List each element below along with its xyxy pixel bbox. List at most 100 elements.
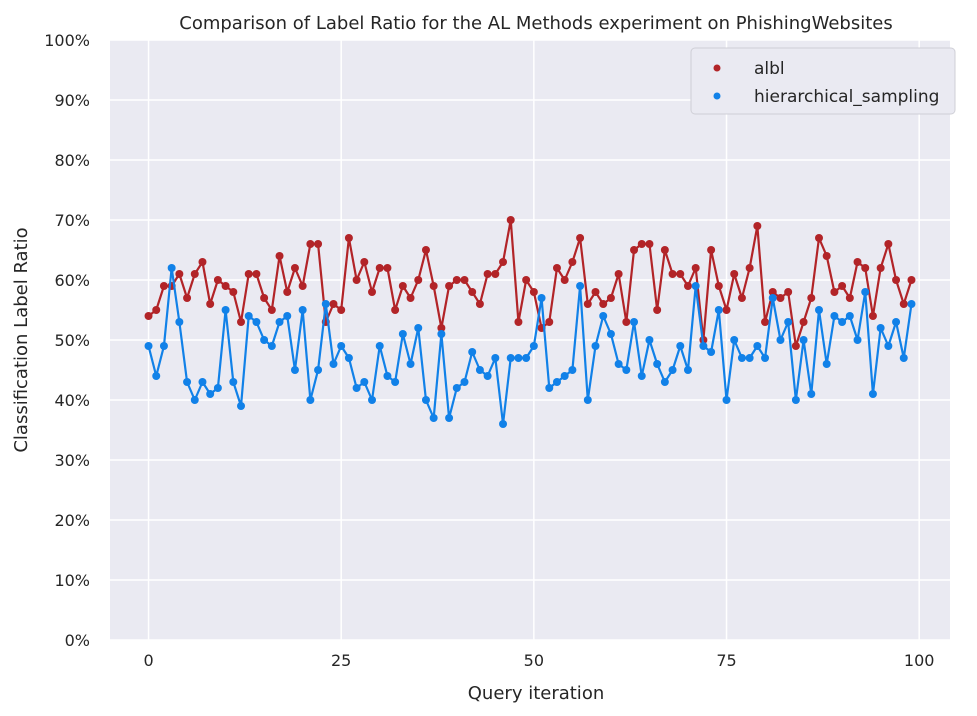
point-albl <box>460 276 469 284</box>
point-hierarchical-sampling <box>290 366 299 374</box>
point-albl <box>152 306 161 314</box>
point-albl <box>344 234 353 242</box>
point-hierarchical-sampling <box>368 396 377 404</box>
point-hierarchical-sampling <box>791 396 800 404</box>
point-hierarchical-sampling <box>637 372 646 380</box>
point-albl <box>406 294 415 302</box>
point-albl <box>491 270 500 278</box>
point-hierarchical-sampling <box>614 360 623 368</box>
point-albl <box>560 276 569 284</box>
point-hierarchical-sampling <box>337 342 346 350</box>
point-albl <box>668 270 677 278</box>
point-albl <box>244 270 253 278</box>
legend-marker-hierarchical-sampling <box>713 92 721 100</box>
point-albl <box>360 258 369 266</box>
point-albl <box>368 288 377 296</box>
y-tick-label: 30% <box>54 451 90 470</box>
point-hierarchical-sampling <box>475 366 484 374</box>
point-albl <box>221 282 230 290</box>
point-albl <box>213 276 222 284</box>
point-albl <box>761 318 770 326</box>
point-albl <box>375 264 384 272</box>
legend-label-hierarchical-sampling: hierarchical_sampling <box>754 87 939 107</box>
point-albl <box>483 270 492 278</box>
point-hierarchical-sampling <box>838 318 847 326</box>
series-line-hierarchical-sampling <box>147 266 913 426</box>
point-hierarchical-sampling <box>699 342 708 350</box>
point-albl <box>653 306 662 314</box>
point-albl <box>314 240 323 248</box>
point-hierarchical-sampling <box>244 312 253 320</box>
point-hierarchical-sampling <box>183 378 192 386</box>
point-hierarchical-sampling <box>499 420 508 428</box>
point-hierarchical-sampling <box>421 396 430 404</box>
point-hierarchical-sampling <box>861 288 870 296</box>
point-hierarchical-sampling <box>252 318 261 326</box>
point-albl <box>722 306 731 314</box>
point-albl <box>776 294 785 302</box>
grid-lines <box>110 39 950 641</box>
point-hierarchical-sampling <box>745 354 754 362</box>
point-albl <box>337 306 346 314</box>
point-hierarchical-sampling <box>776 336 785 344</box>
point-hierarchical-sampling <box>814 306 823 314</box>
point-albl <box>691 264 700 272</box>
point-albl <box>868 312 877 320</box>
point-hierarchical-sampling <box>668 366 677 374</box>
point-albl <box>252 270 261 278</box>
point-albl <box>784 288 793 296</box>
point-albl <box>421 246 430 254</box>
point-albl <box>660 246 669 254</box>
point-hierarchical-sampling <box>884 342 893 350</box>
point-albl <box>730 270 739 278</box>
point-albl <box>737 294 746 302</box>
point-albl <box>175 270 184 278</box>
point-albl <box>838 282 847 290</box>
point-albl <box>576 234 585 242</box>
y-tick-label: 60% <box>54 271 90 290</box>
point-hierarchical-sampling <box>198 378 207 386</box>
point-hierarchical-sampling <box>175 318 184 326</box>
point-albl <box>452 276 461 284</box>
point-hierarchical-sampling <box>707 348 716 356</box>
point-albl <box>198 258 207 266</box>
point-albl <box>190 270 199 278</box>
point-hierarchical-sampling <box>229 378 238 386</box>
point-albl <box>522 276 531 284</box>
point-hierarchical-sampling <box>753 342 762 350</box>
point-albl <box>298 282 307 290</box>
point-hierarchical-sampling <box>283 312 292 320</box>
point-albl <box>275 252 284 260</box>
point-hierarchical-sampling <box>830 312 839 320</box>
point-albl <box>398 282 407 290</box>
point-hierarchical-sampling <box>784 318 793 326</box>
point-hierarchical-sampling <box>591 342 600 350</box>
point-albl <box>468 288 477 296</box>
point-hierarchical-sampling <box>868 390 877 398</box>
series-layer <box>144 216 916 428</box>
point-albl <box>768 288 777 296</box>
point-hierarchical-sampling <box>845 312 854 320</box>
point-hierarchical-sampling <box>676 342 685 350</box>
point-hierarchical-sampling <box>892 318 901 326</box>
point-albl <box>306 240 315 248</box>
point-hierarchical-sampling <box>660 378 669 386</box>
point-albl <box>645 240 654 248</box>
point-albl <box>267 306 276 314</box>
point-hierarchical-sampling <box>314 366 323 374</box>
point-albl <box>206 300 215 308</box>
point-albl <box>814 234 823 242</box>
point-hierarchical-sampling <box>398 330 407 338</box>
point-hierarchical-sampling <box>321 300 330 308</box>
point-albl <box>229 288 238 296</box>
point-albl <box>845 294 854 302</box>
point-hierarchical-sampling <box>329 360 338 368</box>
y-tick-label: 70% <box>54 211 90 230</box>
point-hierarchical-sampling <box>152 372 161 380</box>
point-albl <box>329 300 338 308</box>
point-albl <box>568 258 577 266</box>
point-albl <box>159 282 168 290</box>
point-hierarchical-sampling <box>506 354 515 362</box>
x-tick-label: 25 <box>331 651 351 670</box>
x-axis-label: Query iteration <box>468 683 604 704</box>
